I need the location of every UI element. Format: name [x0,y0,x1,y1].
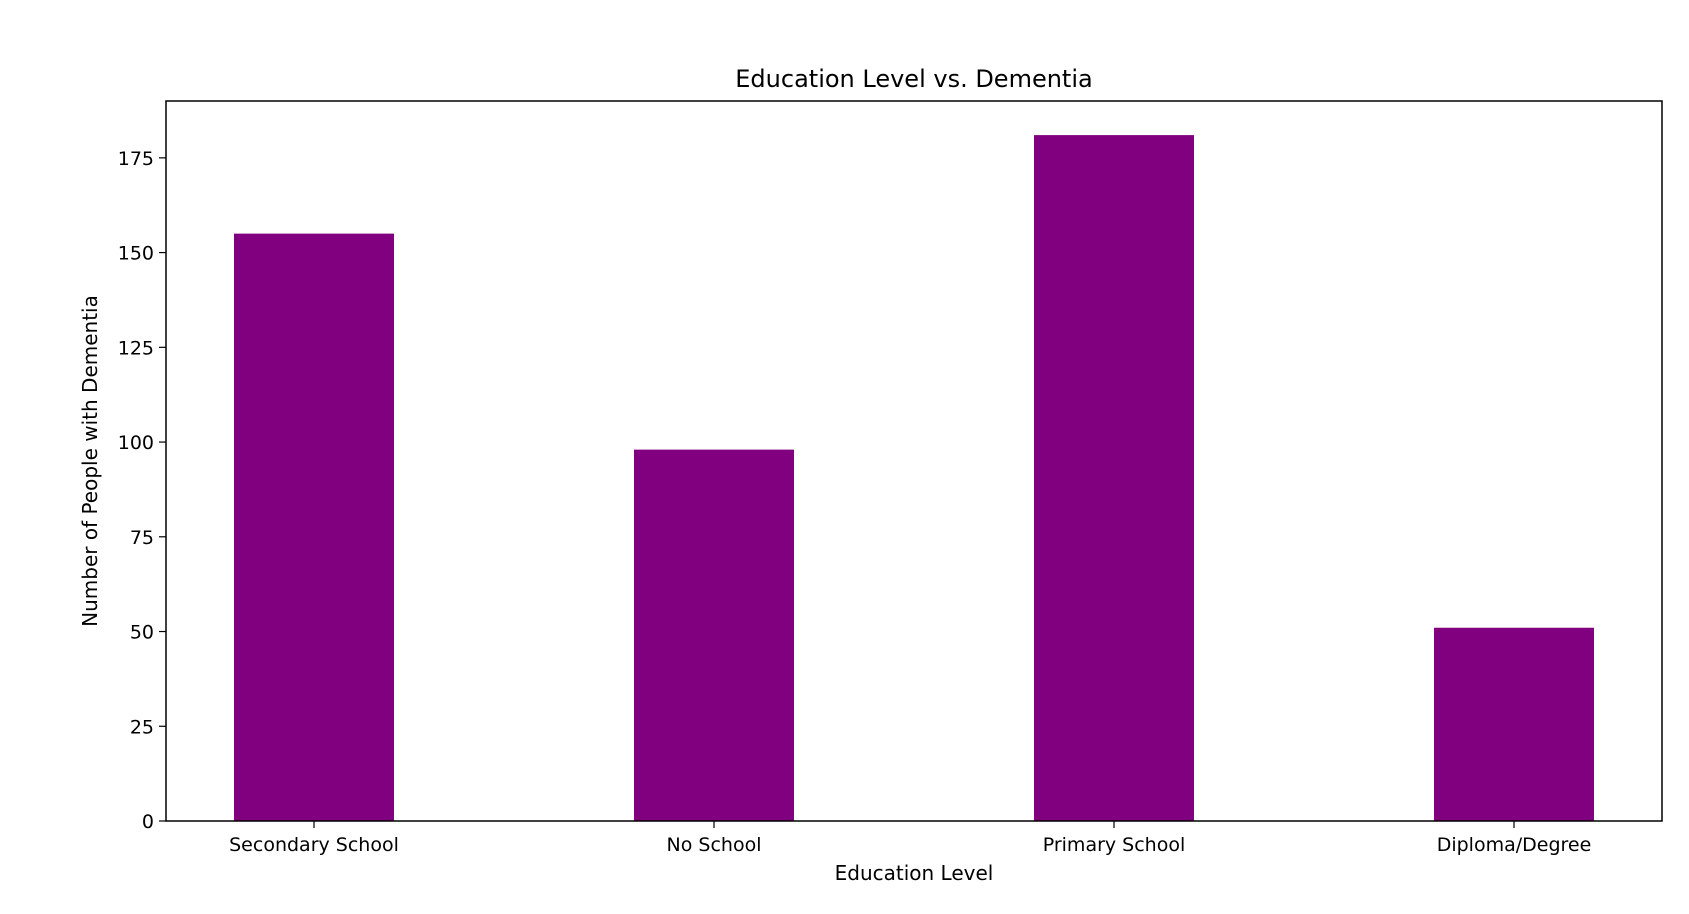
x-axis-label: Education Level [835,861,994,885]
x-tick-label: Secondary School [229,834,399,856]
x-axis-ticks: Secondary School No School Primary School D… [229,821,1591,856]
y-tick-label: 50 [130,622,154,644]
y-tick-label: 75 [130,527,154,549]
y-tick-label: 125 [118,337,154,359]
bars-group [234,135,1594,821]
x-tick-label: No School [667,834,762,856]
x-tick-label: Primary School [1043,834,1186,856]
bar-primary-school [1034,135,1194,821]
y-axis-label: Number of People with Dementia [78,295,102,627]
chart-title: Education Level vs. Dementia [735,65,1092,93]
y-tick-label: 0 [142,811,154,833]
bar-diploma-degree [1434,627,1594,821]
y-tick-label: 175 [118,148,154,170]
plot-frame [165,100,1663,822]
x-tick-label: Diploma/Degree [1437,834,1592,856]
bar-secondary-school [234,233,394,821]
y-tick-label: 25 [130,716,154,738]
bar-no-school [634,449,794,821]
y-axis-ticks: 0 25 50 75 100 125 150 175 [118,148,166,833]
y-tick-label: 100 [118,432,154,454]
y-tick-label: 150 [118,243,154,265]
